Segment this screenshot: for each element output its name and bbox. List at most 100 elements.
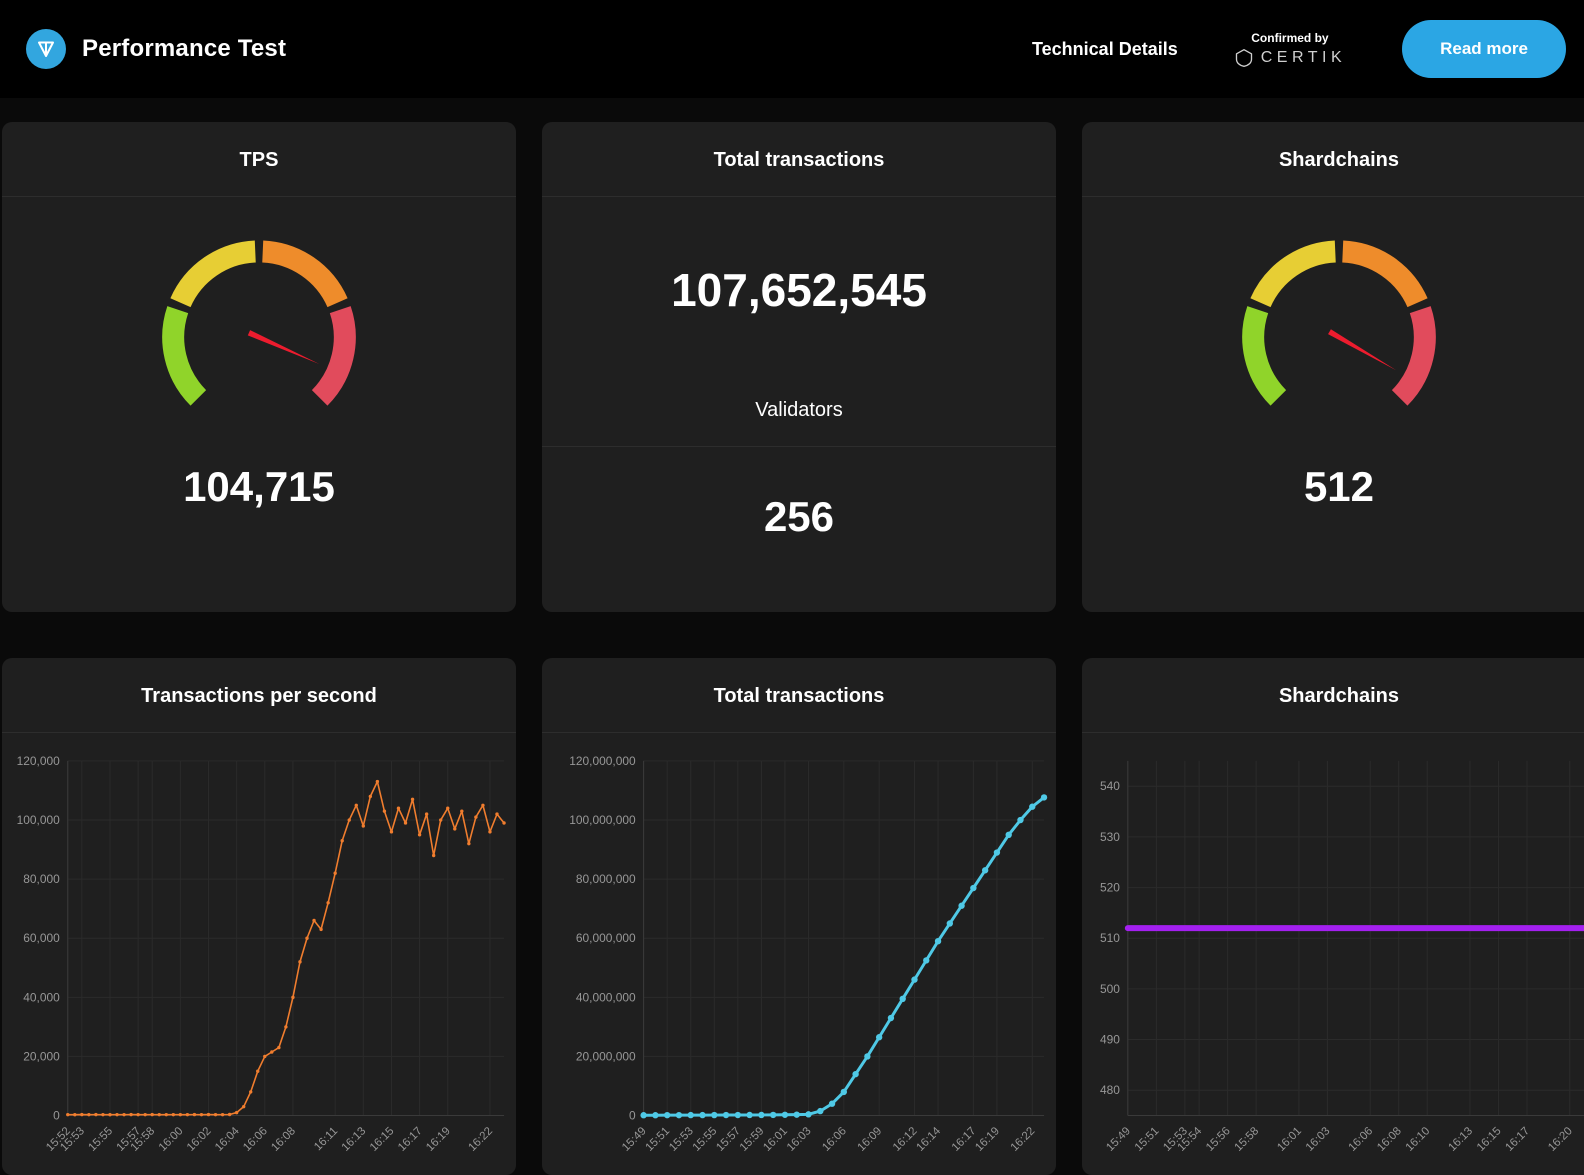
total-transactions-line-chart[interactable]: 0 20,000,000 40,000,000 60,000,000 80,000,00… xyxy=(542,733,1056,1175)
svg-text:16:17: 16:17 xyxy=(1503,1125,1532,1154)
svg-text:0: 0 xyxy=(629,1109,636,1123)
tps-gauge-wrap xyxy=(2,225,516,445)
validators-divider xyxy=(542,446,1056,447)
svg-text:16:19: 16:19 xyxy=(973,1125,1002,1154)
svg-text:16:17: 16:17 xyxy=(950,1125,979,1154)
svg-text:16:12: 16:12 xyxy=(891,1125,920,1154)
top-bar-right: Technical Details Confirmed by CERTIK Re… xyxy=(1032,20,1566,78)
svg-text:20,000,000: 20,000,000 xyxy=(576,1049,636,1063)
svg-text:540: 540 xyxy=(1100,779,1120,793)
top-bar: Performance Test Technical Details Confi… xyxy=(0,0,1584,98)
svg-text:510: 510 xyxy=(1100,931,1120,945)
svg-text:60,000,000: 60,000,000 xyxy=(576,931,636,945)
read-more-button[interactable]: Read more xyxy=(1402,20,1566,78)
ton-logo[interactable] xyxy=(26,29,66,69)
tps-line-chart[interactable]: 0 20,000 40,000 60,000 80,000 100,000 120,000 1… xyxy=(2,733,516,1175)
validators-label: Validators xyxy=(755,399,843,421)
svg-text:490: 490 xyxy=(1100,1033,1120,1047)
svg-text:15:57: 15:57 xyxy=(714,1125,743,1154)
card-total-transactions: Total transactions 107,652,545 Validator… xyxy=(542,122,1056,612)
svg-text:16:10: 16:10 xyxy=(1404,1125,1433,1154)
svg-text:500: 500 xyxy=(1100,982,1120,996)
brand: Performance Test xyxy=(26,29,286,69)
svg-text:15:53: 15:53 xyxy=(667,1125,696,1154)
svg-text:16:03: 16:03 xyxy=(1304,1125,1333,1154)
card-tps-gauge: TPS 104,715 xyxy=(2,122,516,612)
tps-value: 104,715 xyxy=(183,463,335,510)
svg-text:80,000: 80,000 xyxy=(23,872,60,886)
svg-text:16:08: 16:08 xyxy=(1375,1125,1404,1154)
card-total-transactions-chart: Total transactions 0 20,000,000 40,000,000… xyxy=(542,658,1056,1175)
technical-details-link[interactable]: Technical Details xyxy=(1032,38,1178,59)
svg-text:16:22: 16:22 xyxy=(466,1125,495,1154)
shardchains-chart-title: Shardchains xyxy=(1082,658,1584,733)
total-transactions-chart-title: Total transactions xyxy=(542,658,1056,733)
tps-card-title: TPS xyxy=(2,122,516,197)
shardchains-value: 512 xyxy=(1303,463,1375,510)
svg-text:16:22: 16:22 xyxy=(1009,1125,1038,1154)
validators-value: 256 xyxy=(763,493,835,540)
svg-text:16:02: 16:02 xyxy=(185,1125,214,1154)
svg-text:16:06: 16:06 xyxy=(241,1125,270,1154)
svg-text:60,000: 60,000 xyxy=(23,931,60,945)
svg-text:16:20: 16:20 xyxy=(1546,1125,1575,1154)
svg-text:0: 0 xyxy=(53,1109,60,1123)
svg-text:480: 480 xyxy=(1100,1083,1120,1097)
svg-text:15:55: 15:55 xyxy=(691,1125,720,1154)
certik-row: CERTIK xyxy=(1234,48,1346,68)
svg-text:16:17: 16:17 xyxy=(396,1125,425,1154)
svg-text:16:04: 16:04 xyxy=(213,1125,242,1154)
tps-chart-title: Transactions per second xyxy=(2,658,516,733)
svg-text:40,000,000: 40,000,000 xyxy=(576,990,636,1004)
svg-text:16:00: 16:00 xyxy=(157,1125,186,1154)
svg-text:16:19: 16:19 xyxy=(424,1125,453,1154)
app-title: Performance Test xyxy=(82,35,287,62)
shardchains-card-title: Shardchains xyxy=(1082,122,1584,197)
svg-text:16:15: 16:15 xyxy=(368,1125,397,1154)
svg-text:16:14: 16:14 xyxy=(914,1125,943,1154)
certik-shield-icon xyxy=(1235,48,1252,67)
svg-text:16:03: 16:03 xyxy=(785,1125,814,1154)
svg-text:16:15: 16:15 xyxy=(1475,1125,1504,1154)
shardchains-gauge xyxy=(1218,225,1460,445)
certik-badge[interactable]: Confirmed by CERTIK xyxy=(1234,31,1346,68)
svg-text:16:06: 16:06 xyxy=(820,1125,849,1154)
svg-text:80,000,000: 80,000,000 xyxy=(576,872,636,886)
dashboard-grid: TPS 104,715 Total transactions 107,652,5… xyxy=(0,98,1584,1175)
svg-text:15:59: 15:59 xyxy=(738,1125,767,1154)
svg-text:16:13: 16:13 xyxy=(1446,1125,1475,1154)
svg-text:15:58: 15:58 xyxy=(1233,1125,1262,1154)
svg-text:16:09: 16:09 xyxy=(856,1125,885,1154)
svg-text:120,000,000: 120,000,000 xyxy=(569,754,636,768)
svg-text:20,000: 20,000 xyxy=(23,1049,60,1063)
card-shardchains-gauge: Shardchains 512 xyxy=(1082,122,1584,612)
ton-logo-icon xyxy=(38,41,54,57)
svg-text:16:08: 16:08 xyxy=(269,1125,298,1154)
svg-text:16:01: 16:01 xyxy=(761,1125,790,1154)
svg-text:100,000: 100,000 xyxy=(17,813,61,827)
shardchains-line-chart[interactable]: 480 490 500 510 520 530 540 15:49 15:51 15:53 15:5… xyxy=(1082,733,1584,1175)
svg-text:16:13: 16:13 xyxy=(340,1125,369,1154)
tps-gauge xyxy=(138,225,380,445)
card-tps-chart: Transactions per second 0 20,000 40,000 60,… xyxy=(2,658,516,1175)
confirmed-by-label: Confirmed by xyxy=(1251,30,1329,45)
svg-text:15:51: 15:51 xyxy=(644,1125,673,1154)
svg-text:120,000: 120,000 xyxy=(17,754,61,768)
total-transactions-value: 107,652,545 xyxy=(671,264,927,316)
svg-text:15:51: 15:51 xyxy=(1133,1125,1162,1154)
svg-text:15:55: 15:55 xyxy=(86,1125,115,1154)
svg-text:40,000: 40,000 xyxy=(23,990,60,1004)
svg-text:15:49: 15:49 xyxy=(1104,1125,1133,1154)
svg-text:16:06: 16:06 xyxy=(1347,1125,1376,1154)
card-shardchains-chart: Shardchains 480 490 500 510 520 530 540 15:49 15… xyxy=(1082,658,1584,1175)
svg-text:16:11: 16:11 xyxy=(312,1125,340,1153)
certik-wordmark: CERTIK xyxy=(1260,48,1347,66)
svg-text:16:01: 16:01 xyxy=(1275,1125,1304,1154)
svg-text:15:56: 15:56 xyxy=(1204,1125,1233,1154)
svg-text:520: 520 xyxy=(1100,881,1120,895)
svg-text:100,000,000: 100,000,000 xyxy=(569,813,636,827)
shardchains-gauge-wrap xyxy=(1082,225,1584,445)
svg-text:15:49: 15:49 xyxy=(620,1125,649,1154)
total-transactions-card-title: Total transactions xyxy=(542,122,1056,197)
svg-text:530: 530 xyxy=(1100,830,1120,844)
